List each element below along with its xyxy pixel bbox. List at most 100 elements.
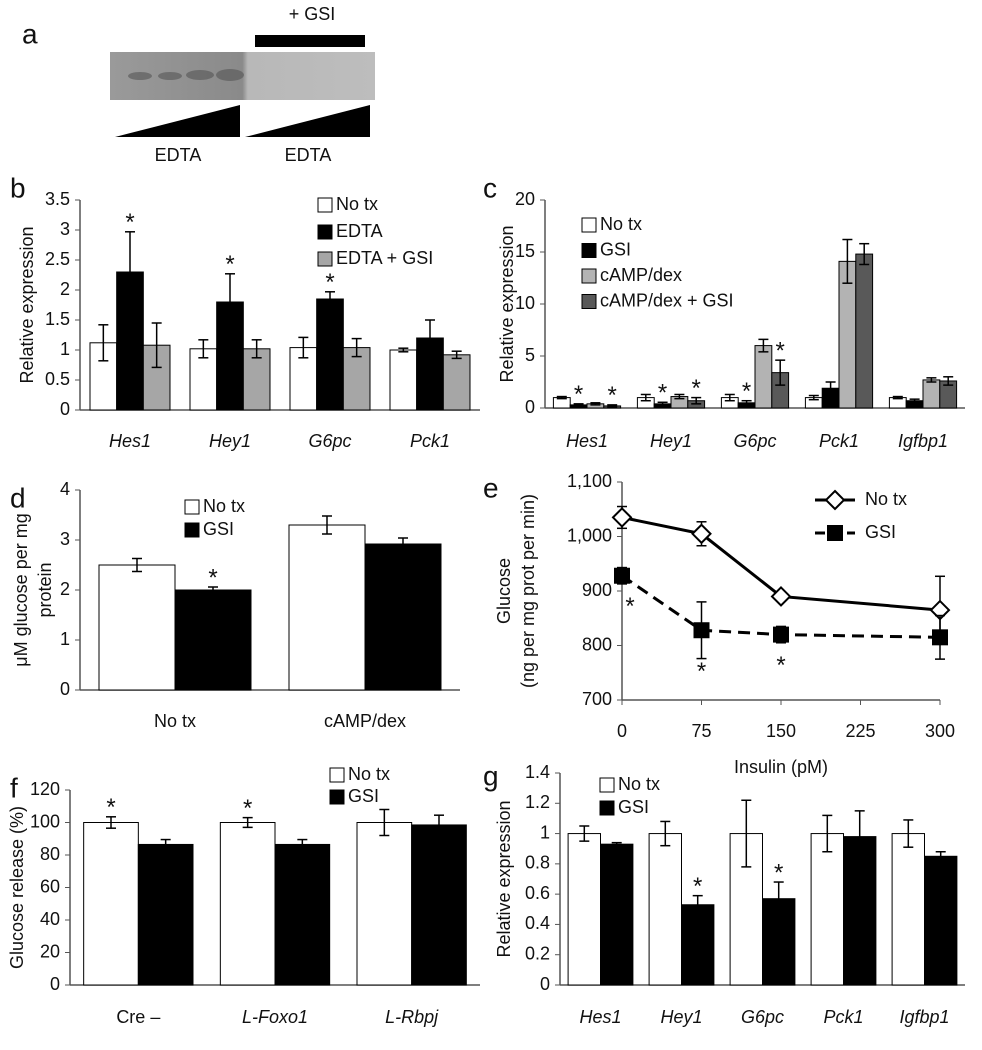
bar: [137, 843, 194, 986]
y-tick-label: 700: [582, 689, 612, 709]
significance: *: [697, 658, 706, 685]
y-axis-label: μM glucose per mg: [11, 513, 31, 666]
y-tick-label: 0.8: [525, 853, 550, 873]
x-tick-label: Hey1: [660, 1007, 702, 1027]
marker: [773, 626, 789, 643]
legend-label: No tx: [203, 496, 245, 516]
marker: [611, 507, 633, 528]
y-tick-label: 2: [60, 279, 70, 299]
y-tick-label: 1.5: [45, 309, 70, 329]
panel-letter: a: [22, 18, 38, 49]
bar: [356, 822, 413, 986]
significance: *: [106, 794, 115, 821]
bar: [411, 824, 467, 986]
legend-swatch: [184, 522, 200, 538]
marker: [693, 622, 710, 639]
significance: *: [225, 251, 234, 278]
y-axis-label: Glucose release (%): [7, 806, 27, 969]
bar: [855, 253, 874, 409]
marker: [827, 525, 843, 541]
legend-label: No tx: [348, 764, 390, 784]
legend-label: GSI: [600, 239, 631, 259]
y-tick-label: 2.5: [45, 249, 70, 269]
legend-swatch: [184, 499, 200, 515]
x-tick-label: Hes1: [109, 431, 151, 451]
significance: *: [776, 652, 785, 679]
legend-swatch: [317, 197, 333, 213]
x-tick-label: 75: [691, 721, 711, 741]
bar: [174, 589, 252, 691]
y-axis-label: protein: [35, 562, 55, 617]
marker: [770, 586, 792, 607]
y-tick-label: 0: [540, 974, 550, 994]
gsi-label: + GSI: [289, 4, 336, 24]
bar: [288, 524, 366, 691]
y-tick-label: 0.6: [525, 883, 550, 903]
bar: [219, 822, 276, 986]
significance: *: [658, 380, 667, 407]
x-axis-label: Insulin (pM): [734, 757, 828, 777]
bar: [891, 833, 925, 986]
legend-swatch: [317, 224, 333, 240]
y-tick-label: 1: [60, 339, 70, 359]
y-tick-label: 3: [60, 529, 70, 549]
panel-letter: d: [10, 482, 26, 513]
bar: [922, 379, 941, 409]
bar: [754, 345, 773, 409]
x-tick-label: Hey1: [650, 431, 692, 451]
y-tick-label: 5: [525, 345, 535, 365]
bar: [442, 354, 471, 411]
y-tick-label: 3.5: [45, 189, 70, 209]
bar: [83, 822, 139, 986]
lane-label: EDTA: [285, 145, 332, 165]
x-tick-label: Pck1: [819, 431, 859, 451]
y-axis-label: (ng per mg prot per min): [518, 494, 538, 688]
significance: *: [742, 378, 751, 405]
bar: [242, 348, 271, 411]
blot-bands: [128, 69, 244, 81]
x-tick-label: 225: [845, 721, 875, 741]
significance: *: [243, 795, 252, 822]
significance: *: [208, 564, 217, 591]
y-tick-label: 80: [40, 844, 60, 864]
legend-label: GSI: [348, 786, 379, 806]
panel-letter: e: [483, 472, 499, 503]
lane-label: EDTA: [155, 145, 202, 165]
significance: *: [776, 338, 785, 365]
legend-label: cAMP/dex + GSI: [600, 290, 734, 310]
x-tick-label: Hes1: [579, 1007, 621, 1027]
bar: [342, 347, 371, 411]
y-tick-label: 100: [30, 811, 60, 831]
bar: [567, 833, 601, 986]
y-tick-label: 15: [515, 241, 535, 261]
wedge: [245, 105, 370, 137]
line: [621, 574, 941, 639]
y-tick-label: 0.4: [525, 913, 550, 933]
y-tick-label: 1,100: [567, 471, 612, 491]
bar: [216, 301, 244, 411]
legend-label: cAMP/dex: [600, 265, 682, 285]
x-tick-label: G6pc: [733, 431, 776, 451]
y-tick-label: 1.4: [525, 762, 550, 782]
x-tick-label: Hey1: [209, 431, 251, 451]
bar: [364, 543, 442, 691]
x-tick-label: Hes1: [566, 431, 608, 451]
significance: *: [608, 382, 617, 409]
x-tick-label: L-Foxo1: [242, 1007, 308, 1027]
legend-label: No tx: [865, 489, 907, 509]
bar: [924, 855, 958, 986]
legend-label: GSI: [203, 519, 234, 539]
y-tick-label: 1.2: [525, 792, 550, 812]
legend-label: GSI: [865, 522, 896, 542]
y-tick-label: 0: [50, 974, 60, 994]
marker: [932, 629, 948, 646]
bar: [316, 298, 344, 411]
x-tick-label: G6pc: [741, 1007, 784, 1027]
x-tick-label: 0: [617, 721, 627, 741]
y-tick-label: 60: [40, 876, 60, 896]
legend-label: No tx: [336, 194, 378, 214]
marker: [614, 567, 630, 584]
gsi-bar: [255, 35, 365, 47]
legend-swatch: [317, 251, 333, 267]
significance: *: [774, 859, 783, 886]
